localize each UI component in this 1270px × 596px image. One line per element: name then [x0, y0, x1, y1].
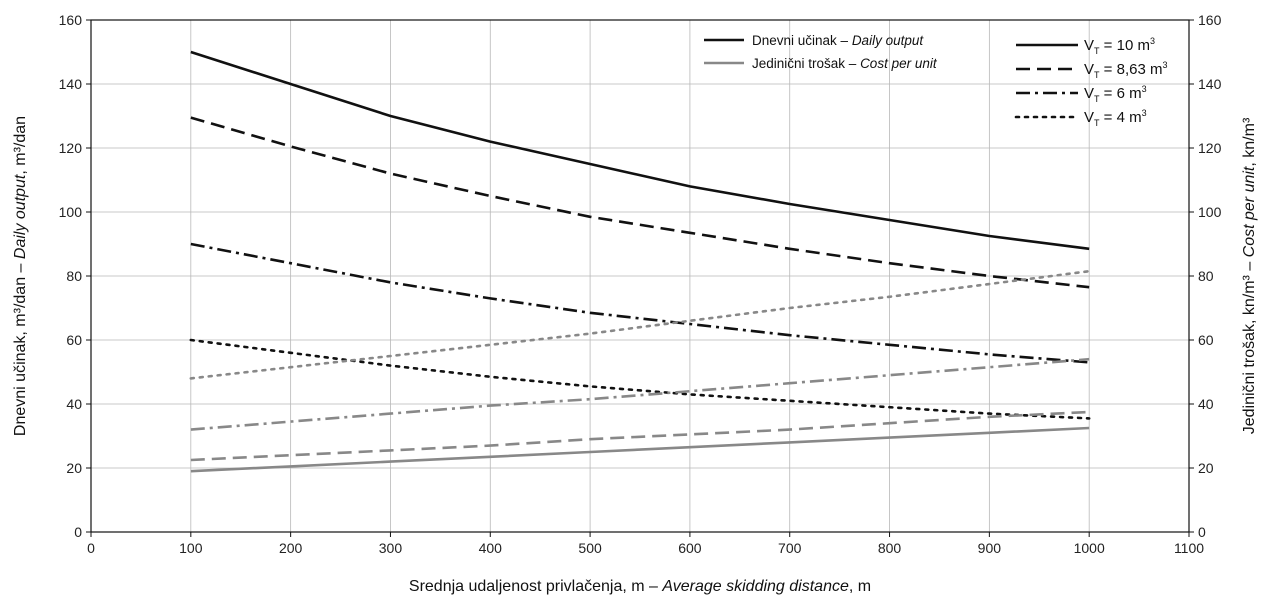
- y-right-tick-label: 160: [1198, 12, 1222, 28]
- x-tick-label: 600: [678, 540, 702, 556]
- x-tick-label: 500: [578, 540, 602, 556]
- y-right-tick-label: 40: [1198, 396, 1214, 412]
- y-right-tick-label: 140: [1198, 76, 1222, 92]
- legend-series-type: Dnevni učinak – Daily output Jedinični tr…: [704, 33, 938, 71]
- y-axis-left-label-main: Dnevni učinak, m³/dan –: [12, 259, 29, 436]
- x-tick-label: 200: [279, 540, 303, 556]
- legend-volume-label: VT = 10 m3: [1084, 36, 1155, 56]
- y-axis-left-label-italic: Daily output: [12, 174, 29, 259]
- x-axis-label-main: Srednja udaljenost privlačenja, m –: [409, 578, 662, 595]
- legend-volume-label: VT = 6 m3: [1084, 84, 1147, 104]
- y-right-tick-label: 0: [1198, 524, 1206, 540]
- series-line-daily-output-vt-4: [189, 338, 1091, 420]
- x-tick-label: 900: [978, 540, 1002, 556]
- y-left-tick-label: 20: [66, 460, 82, 476]
- y-axis-right-label: Jedinični trošak, kn/m³ – Cost per unit,…: [1241, 117, 1258, 434]
- y-left-tick-label: 0: [74, 524, 82, 540]
- y-axis-left-label-unit: , m³/dan: [12, 116, 29, 175]
- y-left-tick-label: 140: [59, 76, 83, 92]
- series-line-daily-output-vt-8-63: [190, 116, 1090, 289]
- y-right-tick-label: 60: [1198, 332, 1214, 348]
- series-line-cost-per-unit-vt-8-63: [190, 410, 1090, 462]
- series-line-cost-per-unit-vt-4: [189, 269, 1091, 380]
- y-axis-right-label-main: Jedinični trošak, kn/m³ –: [1241, 257, 1258, 434]
- x-tick-label: 1100: [1174, 540, 1204, 556]
- x-tick-label: 700: [778, 540, 802, 556]
- x-tick-label: 400: [479, 540, 503, 556]
- x-axis-ticks: 0 100 200 300 400 500 600 700 800 900 1000 1100: [87, 532, 1204, 556]
- legend-type-label: Jedinični trošak – Cost per unit: [752, 56, 938, 71]
- y-axis-right-label-italic: Cost per unit: [1241, 166, 1258, 257]
- y-right-tick-label: 100: [1198, 204, 1222, 220]
- y-axis-right-ticks: 0 20 40 60 80 100 120 140 160: [1189, 12, 1222, 540]
- series-line-cost-per-unit-vt-10: [190, 426, 1090, 473]
- x-tick-label: 300: [379, 540, 403, 556]
- y-left-tick-label: 80: [66, 268, 82, 284]
- grid-lines: [90, 19, 1190, 533]
- y-right-tick-label: 20: [1198, 460, 1214, 476]
- x-tick-label: 100: [179, 540, 203, 556]
- series-line-daily-output-vt-10: [190, 50, 1090, 251]
- y-left-tick-label: 160: [59, 12, 83, 28]
- series-line-cost-per-unit-vt-6: [190, 357, 1090, 431]
- y-right-tick-label: 80: [1198, 268, 1214, 284]
- y-axis-right-label-unit: , kn/m³: [1241, 117, 1258, 167]
- legend-volume-label: VT = 4 m3: [1084, 108, 1147, 128]
- y-axis-left-ticks: 0 20 40 60 80 100 120 140 160: [59, 12, 91, 540]
- y-axis-left-label: Dnevni učinak, m³/dan – Daily output, m³…: [12, 116, 29, 436]
- x-tick-label: 800: [878, 540, 902, 556]
- legend-volume-label: VT = 8,63 m3: [1084, 60, 1167, 80]
- x-axis-label: Srednja udaljenost privlačenja, m – Aver…: [409, 578, 871, 595]
- y-left-tick-label: 60: [66, 332, 82, 348]
- y-left-tick-label: 120: [59, 140, 83, 156]
- legend-volume: VT = 10 m3 VT = 8,63 m3 VT = 6 m3 VT = 4 m3: [1014, 36, 1167, 128]
- series-lines: [189, 50, 1091, 473]
- series-line-daily-output-vt-6: [190, 242, 1090, 364]
- x-tick-label: 1000: [1074, 540, 1105, 556]
- y-left-tick-label: 100: [59, 204, 83, 220]
- legend-type-label: Dnevni učinak – Daily output: [752, 33, 924, 48]
- x-axis-label-italic: Average skidding distance: [661, 578, 849, 595]
- y-left-tick-label: 40: [66, 396, 82, 412]
- x-axis-label-unit: , m: [849, 578, 871, 595]
- x-tick-label: 0: [87, 540, 95, 556]
- y-right-tick-label: 120: [1198, 140, 1222, 156]
